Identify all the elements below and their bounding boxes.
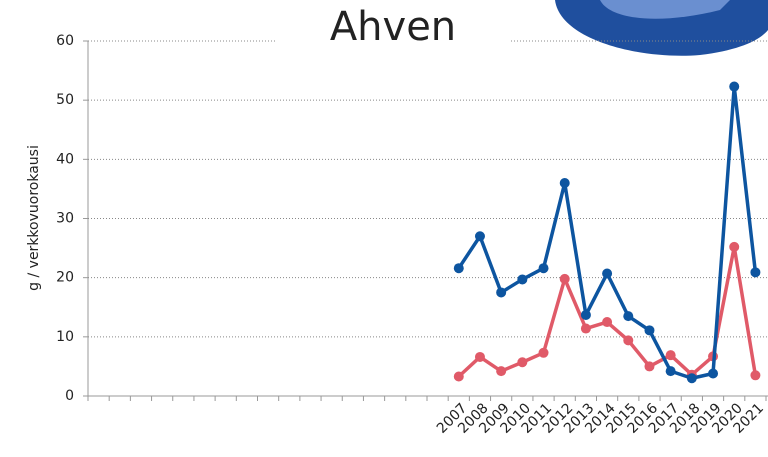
data-point (474, 231, 485, 242)
data-point (538, 347, 549, 358)
data-point (602, 268, 613, 279)
title-box (275, 5, 510, 55)
plot-area: 0102030405060200720082009201020112012201… (56, 33, 768, 437)
y-axis-label: g / verkkovuorokausi (26, 145, 42, 291)
data-point (729, 81, 740, 92)
data-point (580, 323, 591, 334)
data-point (580, 309, 591, 320)
data-point (559, 178, 570, 188)
data-point (750, 370, 761, 381)
y-tick-label: 0 (65, 388, 74, 404)
chart-title: Ahven (330, 4, 456, 50)
data-point (453, 371, 464, 382)
data-point (517, 357, 528, 368)
series-line (457, 84, 758, 380)
data-point (453, 263, 464, 274)
data-point (729, 241, 740, 252)
data-point (623, 335, 634, 346)
data-point (750, 267, 761, 278)
data-point (517, 274, 528, 285)
data-point (496, 366, 507, 377)
decoration (555, 0, 768, 56)
data-point (665, 350, 676, 361)
data-point (708, 368, 719, 379)
y-tick-label: 30 (56, 211, 74, 227)
data-point (623, 311, 634, 322)
data-point (538, 263, 549, 274)
y-tick-label: 40 (56, 151, 74, 167)
data-point (644, 325, 655, 336)
y-tick-label: 10 (56, 329, 74, 345)
data-point (644, 361, 655, 372)
data-point (496, 287, 507, 298)
decoration (600, 0, 730, 19)
data-point (686, 373, 697, 384)
data-point (474, 351, 485, 362)
data-point (559, 273, 570, 284)
y-tick-label: 50 (56, 92, 74, 108)
data-point (602, 317, 613, 328)
data-point (665, 366, 676, 377)
y-tick-label: 20 (56, 270, 74, 286)
y-tick-label: 60 (56, 33, 74, 49)
